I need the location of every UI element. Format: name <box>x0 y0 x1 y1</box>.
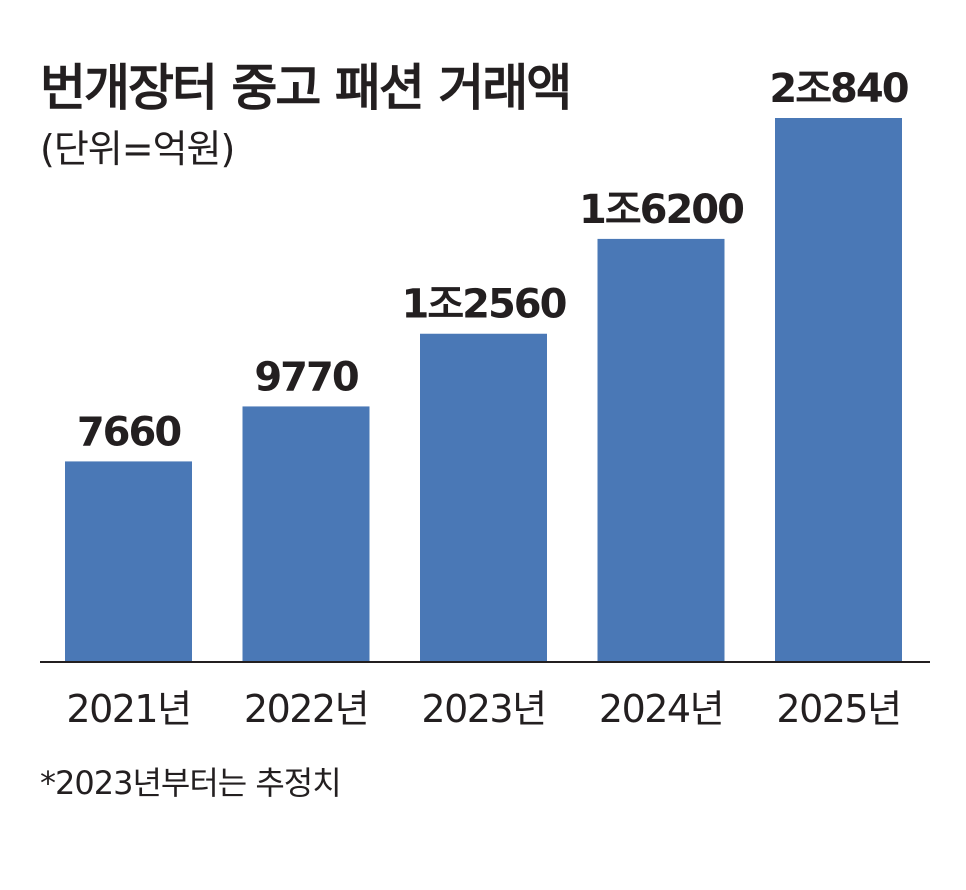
bar-value-label: 7660 <box>77 409 180 455</box>
bar-4 <box>775 118 902 661</box>
bar-0 <box>65 461 192 661</box>
bar-value-label: 1조2560 <box>402 282 566 328</box>
chart-title: 번개장터 중고 패션 거래액 <box>40 59 572 117</box>
bar-1 <box>242 406 370 661</box>
x-tick-label: 2024년 <box>599 687 723 731</box>
bar-3 <box>597 238 725 662</box>
unit-label: (단위=억원) <box>40 127 235 171</box>
x-tick-label: 2023년 <box>421 687 545 731</box>
bar-value-label: 9770 <box>254 354 357 400</box>
x-tick-label: 2025년 <box>776 687 900 731</box>
x-tick-label: 2022년 <box>244 687 368 731</box>
bar-value-label: 1조6200 <box>579 187 743 233</box>
footnote: *2023년부터는 추정치 <box>40 764 342 802</box>
bar-2 <box>420 333 547 661</box>
bar-value-label: 2조840 <box>769 66 907 112</box>
x-tick-label: 2021년 <box>66 687 190 731</box>
